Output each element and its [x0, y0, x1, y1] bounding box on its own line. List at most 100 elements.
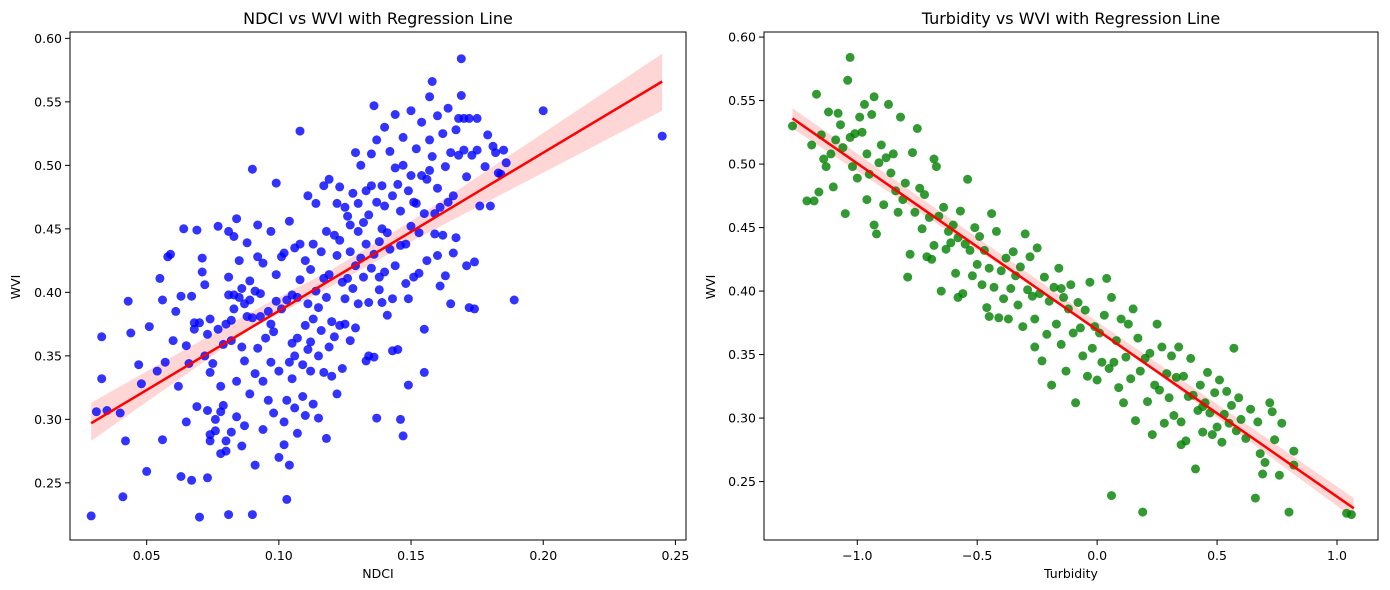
data-point [364, 298, 374, 307]
data-point [279, 248, 289, 258]
x-tick-label: −0.5 [962, 548, 992, 563]
data-point [197, 267, 207, 277]
data-point [1013, 300, 1023, 310]
data-point [390, 110, 400, 119]
data-point [271, 296, 281, 306]
data-point [187, 475, 197, 485]
data-point [848, 162, 857, 172]
data-point [896, 112, 905, 122]
data-point [311, 198, 321, 208]
data-point [440, 271, 450, 281]
data-point [115, 408, 125, 418]
data-point [1167, 351, 1176, 361]
data-point [242, 238, 252, 248]
data-point [229, 232, 239, 241]
data-point [359, 218, 368, 227]
data-point [941, 244, 951, 254]
data-point [123, 296, 133, 306]
data-point [982, 303, 992, 313]
data-point [1107, 491, 1116, 501]
y-tick-label: 0.55 [728, 93, 756, 108]
data-point [446, 148, 456, 158]
data-point [247, 313, 257, 323]
data-point [253, 252, 263, 262]
data-point [1047, 380, 1057, 390]
data-point [852, 173, 862, 183]
data-point [419, 209, 429, 219]
data-point [348, 284, 358, 293]
data-point [1051, 319, 1061, 329]
y-tick-label: 0.30 [728, 411, 756, 426]
data-point [271, 178, 281, 188]
data-point [1080, 305, 1090, 315]
data-point [1104, 364, 1114, 373]
data-point [374, 285, 384, 295]
data-point [171, 306, 181, 316]
data-point [250, 369, 260, 379]
data-point [1003, 314, 1013, 324]
data-point [422, 174, 432, 184]
data-point [353, 299, 363, 309]
data-point [1215, 375, 1224, 385]
data-point [316, 247, 326, 257]
data-point [970, 223, 980, 233]
data-point [451, 233, 461, 243]
data-point [1039, 272, 1049, 282]
data-point [470, 304, 479, 314]
data-point [843, 75, 853, 85]
data-point [398, 160, 408, 170]
data-point [538, 106, 548, 116]
data-point [438, 129, 448, 139]
data-point [97, 332, 107, 342]
data-point [939, 202, 949, 212]
data-point [419, 324, 429, 334]
data-point [303, 345, 313, 354]
data-point [1128, 304, 1138, 314]
data-point [1145, 348, 1155, 358]
data-point [393, 179, 403, 189]
plot-area: 0.05 0.10 0.15 0.20 0.25 0.25 0.30 0.35 0.40 0.45… [34, 31, 689, 563]
data-point [200, 280, 210, 290]
data-point [1109, 357, 1119, 367]
data-point [253, 220, 263, 230]
data-point [345, 220, 355, 230]
data-point [176, 291, 186, 301]
data-point [245, 276, 255, 286]
x-axis-label: NDCI [362, 566, 393, 581]
data-point [300, 256, 310, 266]
data-point [385, 146, 395, 156]
data-point [234, 256, 244, 266]
data-point [1179, 371, 1188, 381]
data-point [210, 414, 220, 424]
data-point [364, 210, 374, 220]
data-point [258, 258, 268, 268]
data-point [332, 389, 342, 399]
data-point [1116, 314, 1126, 324]
data-point [430, 229, 440, 239]
data-point [335, 235, 345, 245]
data-point [195, 512, 204, 522]
data-point [470, 257, 479, 267]
data-point [1222, 386, 1232, 396]
data-point [1217, 437, 1227, 447]
data-point [258, 376, 268, 386]
data-point [356, 160, 366, 170]
data-point [908, 148, 917, 158]
y-tick-label: 0.25 [34, 475, 62, 490]
data-point [403, 380, 413, 390]
data-point [279, 417, 289, 427]
data-point [287, 374, 297, 384]
data-point [845, 52, 855, 62]
data-point [359, 272, 368, 282]
data-point [332, 251, 342, 260]
data-point [255, 289, 265, 299]
data-point [121, 436, 130, 446]
data-point [451, 125, 461, 135]
data-point [308, 314, 318, 324]
data-point [427, 77, 437, 86]
y-tick-label: 0.45 [728, 220, 756, 235]
data-point [807, 140, 817, 150]
data-point [446, 299, 456, 309]
y-tick-label: 0.60 [728, 30, 756, 45]
data-point [343, 273, 353, 283]
